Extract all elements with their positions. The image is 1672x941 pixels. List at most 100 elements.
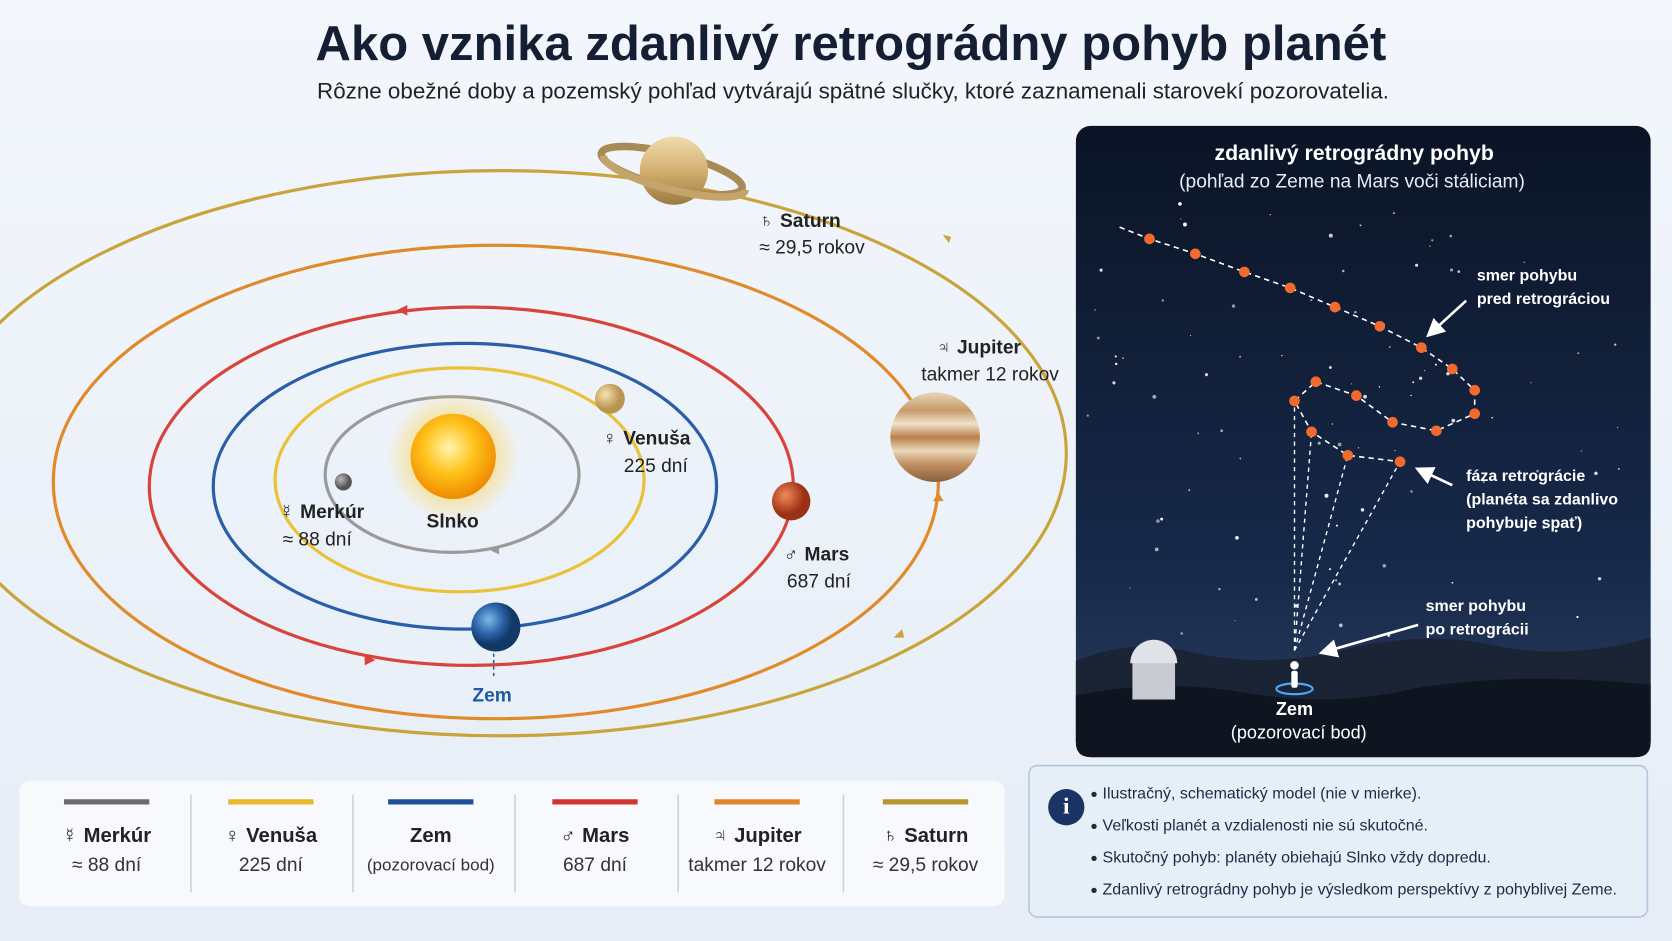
planet-symbol: ♄ bbox=[759, 211, 773, 232]
star bbox=[1334, 579, 1338, 582]
sight-line bbox=[1293, 461, 1401, 651]
star bbox=[1357, 447, 1360, 449]
sky-subtitle: (pohľad zo Zeme na Mars voči stáliciam) bbox=[1179, 171, 1525, 192]
legend-name: ♃ Jupiter bbox=[713, 825, 802, 847]
sky-annotation: (planéta sa zdanlivo bbox=[1466, 491, 1618, 508]
venus bbox=[594, 383, 625, 414]
star bbox=[1554, 529, 1558, 533]
note-text: Veľkosti planét a vzdialenosti nie sú sk… bbox=[1103, 818, 1428, 835]
notes-box bbox=[1028, 764, 1649, 918]
star bbox=[1331, 423, 1334, 425]
position-dot bbox=[1310, 376, 1322, 388]
orbits bbox=[0, 169, 1068, 738]
star bbox=[1457, 270, 1461, 274]
star bbox=[1410, 394, 1412, 397]
star bbox=[1160, 517, 1164, 521]
legend-detail: 687 dní bbox=[563, 855, 628, 876]
star bbox=[1617, 467, 1620, 470]
canvas: Ako vznika zdanlivý retrográdny pohyb pl… bbox=[0, 17, 1651, 918]
star bbox=[1220, 429, 1224, 433]
star bbox=[1359, 224, 1362, 227]
planet-name: ♃ Jupiter bbox=[936, 338, 1021, 359]
hills-front bbox=[1075, 678, 1651, 758]
star bbox=[1183, 222, 1187, 227]
star bbox=[1449, 268, 1454, 272]
star bbox=[1122, 357, 1124, 359]
position-dot bbox=[1144, 233, 1155, 245]
planet-name-text: Saturn bbox=[780, 211, 841, 232]
planet-symbol: ☿ bbox=[279, 502, 293, 523]
sight-line bbox=[1293, 431, 1313, 651]
legend-detail: ≈ 88 dní bbox=[72, 855, 142, 876]
note-bullet bbox=[1091, 855, 1097, 862]
observer bbox=[1275, 661, 1314, 696]
planet-symbol: ♂ bbox=[784, 545, 798, 566]
star bbox=[1360, 508, 1365, 512]
position-dot bbox=[1469, 384, 1481, 396]
star bbox=[1231, 304, 1236, 308]
position-dot bbox=[1416, 342, 1427, 353]
observatory-building bbox=[1132, 661, 1176, 700]
legend-symbol: ☿ bbox=[62, 825, 77, 847]
star bbox=[1523, 261, 1526, 264]
legend-symbol: ♂ bbox=[561, 825, 576, 847]
subtitle: Rôzne obežné doby a pozemský pohľad vytv… bbox=[317, 79, 1389, 104]
star bbox=[1434, 363, 1437, 366]
planet-period: 225 dní bbox=[624, 456, 689, 477]
orbit-jupiter bbox=[51, 243, 940, 721]
observer-note: (pozorovací bod) bbox=[1231, 722, 1367, 742]
sky-annotation: pred retrográciou bbox=[1477, 291, 1610, 308]
planet-name: ♄ Saturn bbox=[759, 211, 841, 232]
star bbox=[1328, 567, 1332, 571]
earth-label: Zem bbox=[472, 685, 511, 706]
position-dot bbox=[1284, 282, 1296, 294]
star bbox=[1378, 386, 1381, 388]
arrow bbox=[1414, 467, 1453, 487]
title: Ako vznika zdanlivý retrográdny pohyb pl… bbox=[316, 17, 1387, 71]
planet-labels: ☿ Merkúr ≈ 88 dní ♀ Venuša 225 dní ♂ Mars 687 dn… bbox=[279, 211, 1059, 592]
info-icon-glyph: i bbox=[1063, 794, 1070, 820]
legend-name-text: Jupiter bbox=[734, 825, 802, 847]
star bbox=[1099, 268, 1103, 272]
saturn-ring-front bbox=[599, 155, 750, 201]
position-dot bbox=[1387, 416, 1398, 428]
star bbox=[1354, 311, 1357, 314]
legend-name-text: Venuša bbox=[246, 825, 318, 847]
orbit-venus bbox=[273, 366, 646, 594]
sky-panel bbox=[1075, 125, 1651, 758]
star bbox=[1597, 577, 1602, 581]
star bbox=[1180, 632, 1183, 635]
star bbox=[1086, 414, 1089, 417]
planet-symbol: ♃ bbox=[936, 338, 950, 359]
star bbox=[1096, 336, 1100, 340]
star bbox=[1204, 373, 1209, 377]
star bbox=[1324, 493, 1329, 498]
position-dot bbox=[1342, 449, 1354, 461]
star bbox=[1338, 582, 1342, 586]
sun-label: Slnko bbox=[427, 512, 479, 533]
star bbox=[1429, 245, 1431, 247]
sky-annotations: smer pohybu pred retrográciou fáza retrogr… bbox=[1426, 267, 1619, 638]
star bbox=[1152, 394, 1157, 399]
star bbox=[1449, 234, 1453, 238]
star bbox=[1341, 269, 1345, 273]
mars bbox=[772, 481, 811, 521]
star bbox=[1114, 355, 1117, 358]
star bbox=[1394, 449, 1396, 452]
star bbox=[1617, 426, 1619, 429]
sky-annotation: smer pohybu bbox=[1426, 598, 1526, 615]
legend-name: ☿ Merkúr bbox=[62, 825, 151, 847]
notes: Ilustračný, schematický model (nie v mie… bbox=[1091, 786, 1617, 899]
sky-annotation: po retrográcii bbox=[1426, 621, 1529, 638]
legend-name-text: Zem bbox=[410, 825, 452, 847]
star bbox=[1094, 309, 1096, 311]
star bbox=[1577, 352, 1580, 355]
planet-name-text: Jupiter bbox=[957, 338, 1022, 359]
star bbox=[1419, 376, 1423, 380]
arrow bbox=[1426, 299, 1468, 338]
orbit-arrow bbox=[893, 629, 905, 638]
star bbox=[1114, 362, 1118, 366]
star bbox=[1351, 383, 1353, 385]
sky-annotation: fáza retrográcie bbox=[1466, 468, 1585, 485]
